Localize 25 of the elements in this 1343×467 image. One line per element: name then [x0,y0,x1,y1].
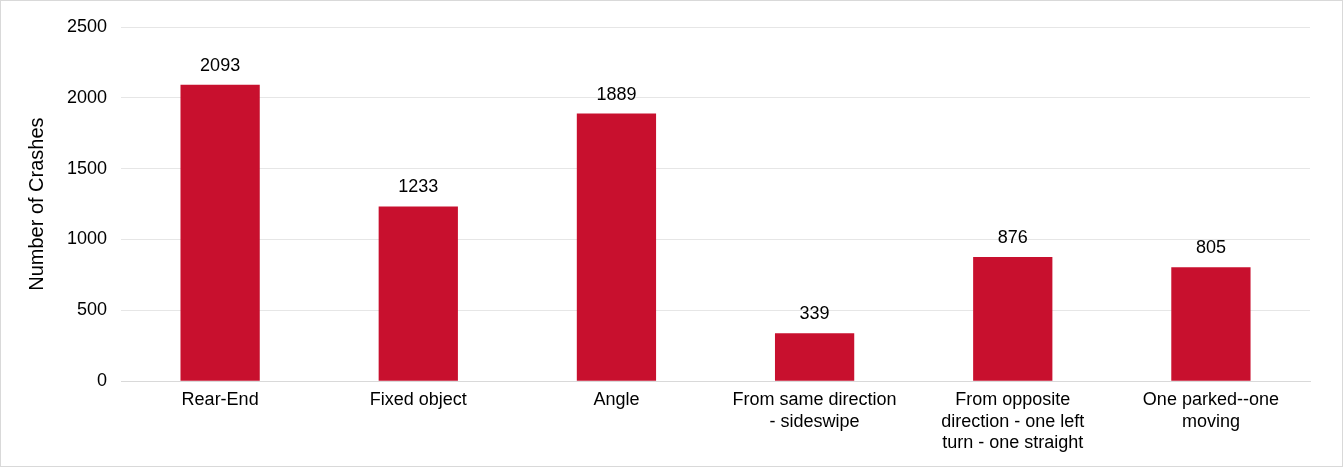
data-label: 805 [1195,237,1226,258]
y-tick-label: 500 [77,299,108,320]
x-tick-label: From same direction - sideswipe [732,388,897,431]
bar [1171,267,1251,381]
x-tick-label: Angle [593,388,640,409]
y-tick-label: 2000 [67,86,108,107]
y-tick-label: 1500 [67,157,108,178]
x-tick-label: Fixed object [369,388,467,409]
bar [576,113,657,381]
bar [180,84,260,381]
bar [774,333,855,381]
data-label: 1889 [596,83,637,104]
data-label: 2093 [200,54,241,75]
x-tick-label: Rear-End [181,388,259,409]
x-tick-label: One parked--one moving [1142,388,1279,431]
data-label: 339 [799,303,830,324]
y-tick-label: 2500 [67,15,108,36]
bar [973,257,1053,381]
data-label: 1233 [398,176,439,197]
x-tick-label: From opposite direction - one left turn - one straight [941,388,1085,453]
y-axis-title: Number of Crashes [24,117,47,291]
bar [378,206,458,381]
y-tick-label: 0 [97,370,108,391]
y-tick-label: 1000 [67,228,108,249]
data-label: 876 [997,227,1028,248]
